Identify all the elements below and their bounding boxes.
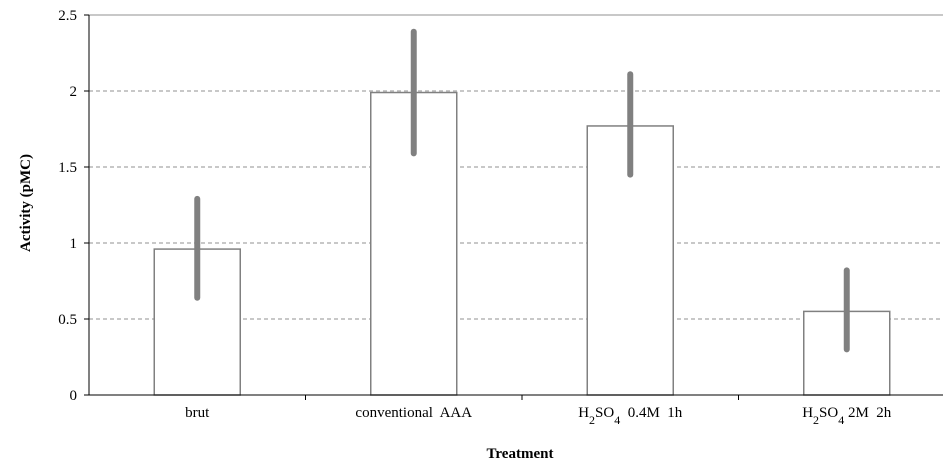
- error-bars: [194, 28, 850, 353]
- subscript: 2: [589, 413, 595, 427]
- label-part: SO: [819, 405, 838, 421]
- y-tick-label: 0.5: [58, 312, 77, 328]
- label-part: brut: [185, 405, 210, 421]
- y-tick-label: 1: [70, 236, 78, 252]
- y-tick-label: 2: [70, 84, 78, 100]
- y-tick-label: 2.5: [58, 8, 77, 24]
- bars: [153, 91, 891, 396]
- x-tick-label: brut: [185, 405, 210, 421]
- x-axis-title: Treatment: [487, 446, 554, 462]
- x-tick-label: H2SO4 0.4M 1h: [578, 405, 683, 427]
- subscript: 4: [614, 413, 620, 427]
- label-part: H: [578, 405, 589, 421]
- y-tick-label: 1.5: [58, 160, 77, 176]
- y-tick-labels: 0 0.5 1 1.5 2 2.5: [58, 8, 77, 404]
- y-axis-title: Activity (pMC): [18, 154, 34, 252]
- axes: [84, 14, 943, 400]
- label-part: 0.4M 1h: [620, 405, 683, 421]
- label-part: SO: [595, 405, 614, 421]
- label-part: conventional AAA: [355, 405, 472, 421]
- x-tick-labels: brut conventional AAA H2SO4 0.4M 1h H2SO4 2…: [185, 405, 892, 427]
- x-tick-label: conventional AAA: [355, 405, 472, 421]
- subscript: 4: [838, 413, 844, 427]
- x-tick-label: H2SO4 2M 2h: [802, 405, 892, 427]
- label-part: H: [802, 405, 813, 421]
- label-part: 2M 2h: [844, 405, 892, 421]
- subscript: 2: [813, 413, 819, 427]
- y-tick-label: 0: [70, 388, 78, 404]
